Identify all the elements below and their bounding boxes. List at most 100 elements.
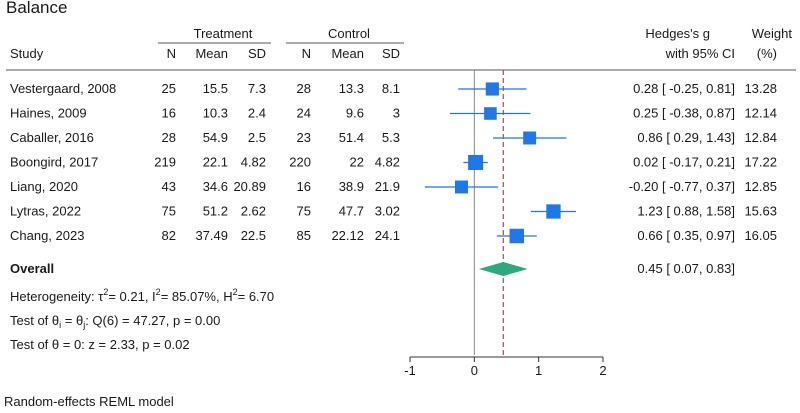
control-n-header: N	[302, 46, 311, 61]
study-effect-marker	[546, 204, 561, 219]
treatment-mean: 51.2	[203, 204, 228, 219]
chart-title: Balance	[6, 0, 67, 17]
study-label: Haines, 2009	[10, 106, 87, 121]
treatment-n: 25	[162, 81, 176, 96]
table-row: Vestergaard, 2008 25 15.5 7.3 28 13.3 8.1 0.28 …	[10, 81, 777, 96]
control-mean: 13.3	[339, 81, 364, 96]
weight-value: 13.28	[744, 81, 777, 96]
treatment-n: 219	[154, 155, 176, 170]
x-tick-label: 1	[535, 363, 542, 378]
treatment-mean: 34.6	[203, 179, 228, 194]
plot-area: -1 0 1 2	[404, 70, 607, 378]
study-effect-marker	[523, 131, 537, 145]
treatment-n: 28	[162, 130, 176, 145]
treatment-n-header: N	[167, 46, 176, 61]
control-n: 23	[297, 130, 311, 145]
treatment-sd-header: SD	[248, 46, 266, 61]
study-label: Caballer, 2016	[10, 130, 94, 145]
weight-value: 15.63	[744, 204, 777, 219]
control-sd-header: SD	[382, 46, 400, 61]
control-mean: 38.9	[339, 179, 364, 194]
study-label: Vestergaard, 2008	[10, 81, 116, 96]
effect-ci-text: 0.86 [ 0.29, 1.43]	[637, 130, 735, 145]
weight-header-line2: (%)	[757, 46, 777, 61]
study-effect-marker	[454, 180, 468, 194]
treatment-mean: 15.5	[203, 81, 228, 96]
treatment-n: 75	[162, 204, 176, 219]
study-effect-marker	[468, 155, 484, 170]
treatment-sd: 20.89	[233, 179, 266, 194]
table-row: Boongird, 2017 219 22.1 4.82 220 22 4.82 0.02 […	[10, 155, 777, 170]
weight-value: 12.84	[744, 130, 777, 145]
table-row: Haines, 2009 16 10.3 2.4 24 9.6 3 0.25 [ -0.38,…	[10, 106, 777, 121]
treatment-sd: 2.62	[241, 204, 266, 219]
weight-value: 17.22	[744, 155, 777, 170]
treatment-sd: 7.3	[248, 81, 266, 96]
treatment-n: 82	[162, 228, 176, 243]
effect-test: Test of θ = 0: z = 2.33, p = 0.02	[10, 337, 190, 352]
treatment-n: 16	[162, 106, 176, 121]
effect-ci-text: 0.25 [ -0.38, 0.87]	[633, 106, 735, 121]
treatment-sd: 4.82	[241, 155, 266, 170]
overall-diamond	[478, 262, 528, 276]
control-n: 85	[297, 228, 311, 243]
weight-header-line1: Weight	[752, 26, 793, 41]
treatment-mean: 10.3	[203, 106, 228, 121]
overall-ci-text: 0.45 [ 0.07, 0.83]	[637, 261, 735, 276]
study-effect-marker	[485, 82, 499, 96]
treatment-sd: 2.4	[248, 106, 266, 121]
heterogeneity-stats: Heterogeneity: τ2= 0.21, I2= 85.07%, H2=…	[10, 287, 274, 304]
control-sd: 3.02	[375, 204, 400, 219]
effect-ci-text: 0.66 [ 0.35, 0.97]	[637, 228, 735, 243]
x-tick-label: 0	[471, 363, 478, 378]
x-tick-label: -1	[404, 363, 416, 378]
treatment-sd: 22.5	[241, 228, 266, 243]
treatment-mean-header: Mean	[195, 46, 228, 61]
study-effect-marker	[484, 107, 497, 120]
control-sd: 8.1	[382, 81, 400, 96]
weight-value: 12.14	[744, 106, 777, 121]
control-mean-header: Mean	[331, 46, 364, 61]
model-footer: Random-effects REML model	[4, 394, 174, 409]
treatment-n: 43	[162, 179, 176, 194]
homogeneity-test: Test of θi = θj: Q(6) = 47.27, p = 0.00	[10, 313, 220, 330]
control-sd: 4.82	[375, 155, 400, 170]
weight-value: 16.05	[744, 228, 777, 243]
control-sd: 3	[393, 106, 400, 121]
overall-label: Overall	[10, 261, 54, 276]
effect-ci-text: 0.02 [ -0.17, 0.21]	[633, 155, 735, 170]
control-mean: 22	[350, 155, 364, 170]
control-n: 220	[289, 155, 311, 170]
study-rows: Vestergaard, 2008 25 15.5 7.3 28 13.3 8.1 0.28 …	[10, 81, 777, 243]
control-n: 75	[297, 204, 311, 219]
x-tick-label: 2	[599, 363, 606, 378]
study-label: Chang, 2023	[10, 228, 84, 243]
control-n: 28	[297, 81, 311, 96]
control-n: 24	[297, 106, 311, 121]
weight-value: 12.85	[744, 179, 777, 194]
table-row: Chang, 2023 82 37.49 22.5 85 22.12 24.1 0.66 [ …	[10, 228, 777, 243]
study-effect-marker	[509, 228, 525, 244]
control-sd: 5.3	[382, 130, 400, 145]
control-group-header: Control	[328, 26, 370, 41]
study-label: Boongird, 2017	[10, 155, 98, 170]
control-n: 16	[297, 179, 311, 194]
control-sd: 21.9	[375, 179, 400, 194]
effect-header-line1: Hedges's g	[645, 26, 710, 41]
control-mean: 22.12	[331, 228, 364, 243]
treatment-sd: 2.5	[248, 130, 266, 145]
effect-ci-text: 1.23 [ 0.88, 1.58]	[637, 204, 735, 219]
treatment-mean: 54.9	[203, 130, 228, 145]
control-mean: 47.7	[339, 204, 364, 219]
control-mean: 51.4	[339, 130, 364, 145]
control-sd: 24.1	[375, 228, 400, 243]
effect-ci-text: -0.20 [ -0.77, 0.37]	[629, 179, 735, 194]
treatment-mean: 22.1	[203, 155, 228, 170]
table-row: Liang, 2020 43 34.6 20.89 16 38.9 21.9 -0.20 [ …	[10, 179, 777, 194]
treatment-group-header: Treatment	[194, 26, 253, 41]
control-mean: 9.6	[346, 106, 364, 121]
study-column-header: Study	[10, 46, 44, 61]
effect-ci-text: 0.28 [ -0.25, 0.81]	[633, 81, 735, 96]
table-row: Lytras, 2022 75 51.2 2.62 75 47.7 3.02 1.23 [ 0…	[10, 204, 777, 219]
